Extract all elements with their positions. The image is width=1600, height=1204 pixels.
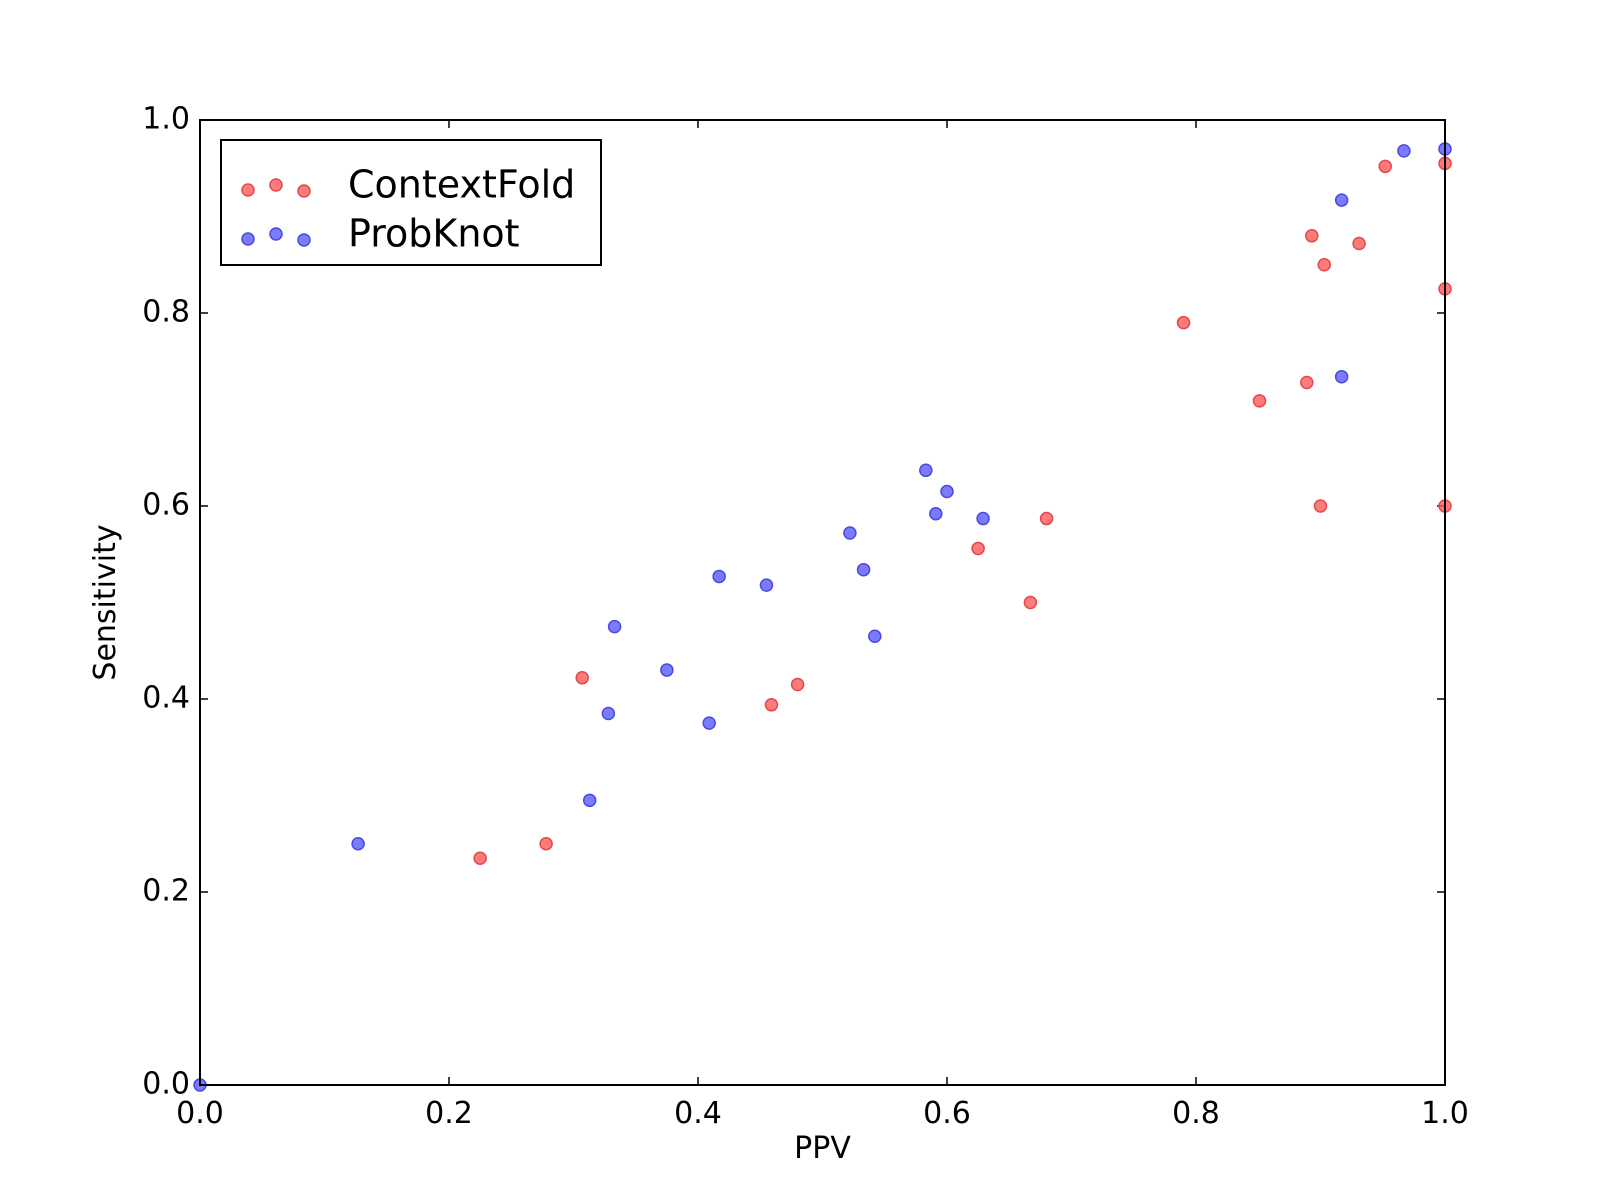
- legend-label-contextfold: ContextFold: [348, 163, 575, 207]
- tick-labels: 0.0 0.2 0.4 0.6 0.8 1.0 0.0 0.2 0.4 0.6 0.8 1.0: [142, 102, 1469, 1132]
- data-point-probknot: [1334, 193, 1349, 207]
- x-tick-label: 0.4: [674, 1096, 722, 1131]
- data-point-probknot: [1397, 144, 1411, 158]
- legend-label-probknot: ProbKnot: [348, 212, 520, 256]
- legend-frame: [220, 139, 602, 266]
- data-point-contextfold: [1176, 315, 1191, 330]
- data-point-probknot: [940, 484, 954, 499]
- data-point-probknot: [759, 578, 774, 592]
- data-point-probknot: [856, 562, 871, 577]
- y-tick-label: 0.0: [142, 1067, 190, 1102]
- legend-marker: [297, 184, 311, 198]
- legend-markers-probknot: [241, 227, 311, 247]
- legend-marker: [269, 178, 283, 192]
- data-point-contextfold: [1300, 375, 1314, 390]
- legend-marker: [241, 232, 255, 246]
- data-point-contextfold: [1039, 511, 1054, 526]
- data-point-contextfold: [575, 671, 589, 685]
- legend: ContextFold ProbKnot: [220, 139, 602, 266]
- data-point-probknot: [702, 716, 716, 730]
- y-tick-label: 1.0: [142, 102, 190, 137]
- plot-area: [200, 120, 1445, 1085]
- data-point-contextfold: [1313, 499, 1328, 513]
- data-point-probknot: [868, 629, 882, 644]
- x-axis-label: PPV: [794, 1131, 851, 1166]
- data-point-probknot: [1334, 369, 1349, 384]
- data-point-contextfold: [1317, 258, 1331, 272]
- data-point-probknot: [660, 663, 674, 677]
- data-point-contextfold: [1352, 236, 1366, 251]
- data-point-probknot: [929, 506, 943, 521]
- x-tick-label: 0.0: [176, 1096, 224, 1131]
- x-tick-label: 0.6: [923, 1096, 971, 1131]
- data-point-contextfold: [1378, 159, 1392, 174]
- y-tick-label: 0.2: [142, 874, 190, 909]
- y-tick-label: 0.4: [142, 681, 190, 716]
- y-axis-label: Sensitivity: [88, 524, 123, 680]
- data-point-contextfold: [473, 851, 487, 865]
- y-tick-label: 0.8: [142, 295, 190, 330]
- data-point-contextfold: [790, 677, 805, 692]
- data-point-probknot: [976, 511, 990, 526]
- data-point-probknot: [351, 837, 365, 851]
- plot-frame: [199, 119, 1446, 1086]
- data-point-probknot: [601, 706, 616, 721]
- data-point-probknot: [607, 619, 622, 634]
- legend-marker: [241, 183, 255, 197]
- data-point-contextfold: [1252, 394, 1267, 408]
- legend-marker: [269, 227, 283, 241]
- x-tick-label: 1.0: [1421, 1096, 1469, 1131]
- data-point-contextfold: [1023, 595, 1038, 610]
- x-tick-label: 0.8: [1172, 1096, 1220, 1131]
- data-point-probknot: [919, 463, 933, 478]
- data-point-probknot: [843, 526, 857, 540]
- y-tick-label: 0.6: [142, 488, 190, 523]
- x-tick-label: 0.2: [425, 1096, 473, 1131]
- legend-markers-contextfold: [241, 178, 311, 198]
- data-point-contextfold: [971, 541, 985, 556]
- data-point-contextfold: [1305, 229, 1319, 243]
- data-point-contextfold: [539, 837, 553, 851]
- data-point-probknot: [712, 569, 726, 584]
- data-point-contextfold: [764, 698, 779, 712]
- legend-marker: [297, 233, 311, 247]
- data-point-probknot: [582, 793, 597, 808]
